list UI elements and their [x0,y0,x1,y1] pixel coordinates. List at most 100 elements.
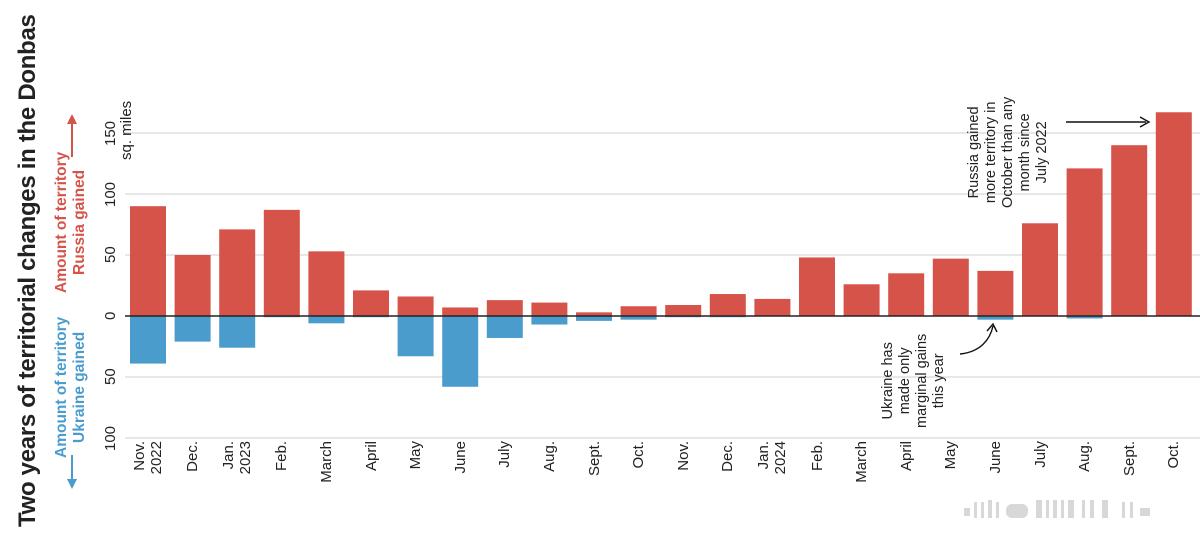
bar-ukraine [130,316,166,364]
chart-title: Two years of territorial changes in the … [14,14,41,527]
bar-russia [1066,168,1103,316]
x-tick-label-line: Dec. [184,441,202,472]
y-label-ukraine-line1: Amount of territory [53,316,70,458]
x-tick-label-line: June [986,441,1004,474]
y-label-russia: Amount of territory Russia gained [53,152,89,293]
russia-annotation-line: more territory in [983,101,999,204]
bar-russia [932,258,969,316]
y-tick-label: 50 [102,246,119,264]
ukraine-annotation-arrowhead [986,322,998,333]
x-tick-label-line: Sept. [585,441,603,477]
x-tick-label-line: March [853,441,871,483]
russia-annotation-line: October than any [1000,96,1016,208]
bar-ukraine [1066,316,1103,319]
y-label-ukraine: Amount of territory Ukraine gained [53,317,89,458]
x-tick-label-line: Sept. [1120,441,1138,477]
x-tick-label: Oct. [1165,441,1182,501]
x-tick-label-line: April [362,441,380,472]
unit-label: sq. miles [118,100,135,160]
y-label-russia-line2: Russia gained [71,169,88,275]
bar-russia [888,273,925,316]
bar-ukraine [308,316,345,324]
x-tick-label: May [407,441,424,501]
x-tick-label-line: Dec. [719,441,737,472]
russia-annotation-line: month since [1017,113,1033,192]
bar-russia [219,229,256,316]
x-tick-label: Sept. [1121,441,1138,501]
y-label-ukraine-line2: Ukraine gained [71,331,88,443]
bar-russia [353,290,389,316]
ukraine-direction-arrowhead [67,479,77,489]
bar-russia [308,251,345,316]
bar-ukraine [486,316,523,338]
x-tick-label-line: March [317,441,335,483]
x-tick-label-line: 2023 [237,441,255,475]
y-label-russia-line1: Amount of territory [53,151,70,293]
bars [130,112,1192,387]
russia-annotation-line: Russia gained [966,106,982,199]
x-tick-label: June [452,441,469,501]
bar-ukraine [174,316,211,342]
y-tick-label: 0 [102,311,119,321]
bar-russia [1022,223,1058,316]
bar-ukraine [620,316,657,320]
x-tick-label: Sept. [586,441,603,501]
bar-russia [263,209,300,316]
x-tick-label-line: April [897,441,915,472]
bar-ukraine [442,316,479,387]
watermark-logo [964,500,1150,518]
bar-ukraine [531,316,568,325]
x-tick-label: May [942,441,959,501]
x-tick-label: July [496,441,513,501]
x-tick-label: Nov. [675,441,692,501]
x-tick-label-line: Feb. [808,441,826,472]
x-tick-label: Aug. [541,441,558,501]
russia-annotation-arrowhead [1139,116,1151,128]
x-tick-label: April [898,441,915,501]
x-tick-label: July [1032,441,1049,501]
gridlines [125,132,1200,439]
x-tick-label: March [318,441,335,501]
bar-russia [754,298,791,316]
bar-russia [130,206,166,316]
x-tick-label: Aug. [1076,441,1093,501]
x-tick-label-line: Aug. [1076,441,1094,472]
x-tick-label: Nov. 2022 [131,441,165,501]
y-tick-label: 100 [102,425,119,451]
bar-ukraine [977,316,1014,320]
y-tick-label: 100 [102,181,119,207]
x-tick-label-line: Nov. [674,441,692,471]
bar-ukraine [397,316,434,357]
x-tick-label-line: Oct. [1165,441,1183,469]
bar-russia [576,312,612,316]
russia-annotation: Russia gained more territory in October … [966,97,1051,208]
bar-russia [665,305,702,316]
bar-russia [531,302,568,316]
x-tick-label-line: July [1031,441,1049,468]
x-tick-label-line: June [451,441,469,474]
x-tick-label-line: July [496,441,514,468]
x-tick-label-line: May [407,441,425,470]
bar-russia [977,270,1014,316]
bar-russia [486,300,523,316]
x-tick-label-line: Jan. [220,441,238,470]
x-tick-label-line: Aug. [540,441,558,472]
ukraine-annotation-line: marginal gains [914,333,930,428]
ukraine-annotation-arrow [959,325,994,355]
x-tick-label: Oct. [630,441,647,501]
x-tick-label-line: May [942,441,960,470]
x-tick-label: Feb. [809,441,826,501]
bar-russia [620,306,657,316]
ukraine-annotation: Ukraine has made only marginal gains thi… [880,334,948,428]
russia-annotation-line: July 2022 [1034,121,1050,184]
y-tick-label: 50 [102,368,119,386]
x-tick-label-line: 2022 [148,441,165,475]
bar-russia [174,255,211,316]
ukraine-annotation-line: Ukraine has [880,342,896,420]
bar-ukraine [576,316,612,321]
x-tick-label: Jan. 2024 [755,441,789,501]
bar-russia [799,257,835,316]
x-tick-label: June [987,441,1004,501]
bar-russia [442,307,479,316]
bar-russia [843,284,880,316]
